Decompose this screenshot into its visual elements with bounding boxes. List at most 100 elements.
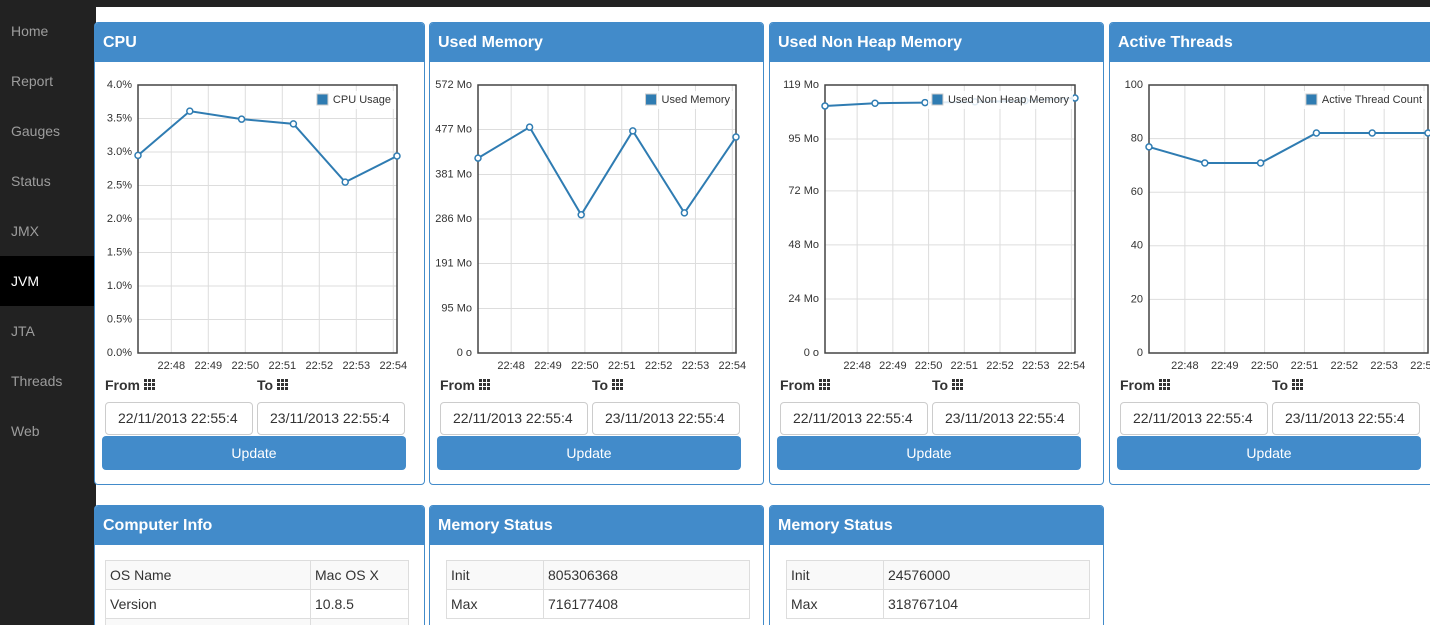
calendar-icon	[277, 379, 290, 391]
to-label: To	[932, 377, 965, 393]
calendar-icon	[144, 379, 156, 391]
table-cell: Mac OS X	[310, 560, 409, 590]
legend-bg	[641, 91, 734, 109]
y-tick-label: 72 Mo	[788, 185, 819, 197]
y-tick-label: 0 o	[804, 347, 819, 359]
x-tick-label: 22:48	[843, 360, 871, 372]
y-tick-label: 20	[1131, 293, 1143, 305]
to-label: To	[257, 377, 290, 393]
legend-swatch	[931, 93, 944, 106]
y-tick-label: 3.5%	[107, 112, 132, 124]
to-input[interactable]: 23/11/2013 22:55:4	[257, 402, 405, 435]
update-button[interactable]: Update	[777, 436, 1081, 470]
point	[1424, 129, 1430, 137]
nav-item[interactable]: JMX	[11, 223, 39, 239]
y-tick-label: 48 Mo	[788, 239, 819, 251]
from-label: From	[105, 377, 156, 393]
y-tick-label: 100	[1125, 79, 1143, 91]
nav-item[interactable]: Report	[11, 73, 54, 89]
point	[1201, 159, 1209, 167]
from-input[interactable]: 22/11/2013 22:55:4	[105, 402, 253, 435]
from-text: From	[105, 377, 140, 393]
point	[921, 98, 929, 107]
info-table: Init 24576000 Max 318767104	[786, 560, 1090, 619]
plot-frame	[137, 84, 398, 354]
point	[732, 133, 740, 141]
y-tick-label: 60	[1131, 186, 1143, 198]
from-input[interactable]: 22/11/2013 22:55:4	[780, 402, 928, 435]
table-cell: 805306368	[543, 560, 750, 590]
panel-title: Memory Status	[430, 506, 763, 545]
x-tick-label: 22:54	[380, 360, 408, 372]
panel-title: CPU	[95, 23, 424, 62]
update-button[interactable]: Update	[437, 436, 741, 470]
y-tick-label: 2.5%	[107, 179, 132, 191]
chart-panel: Active Threads 0 20 40 60 80 100 22:48 22:49 22:5…	[1109, 22, 1430, 485]
legend-label: Active Thread Count	[1322, 94, 1422, 106]
nav-item[interactable]: JTA	[11, 323, 35, 339]
nav-item[interactable]: Home	[11, 23, 49, 39]
panel-title: Memory Status	[770, 506, 1103, 545]
table-cell: Init	[786, 560, 884, 590]
table-cell: 24576000	[883, 560, 1090, 590]
series-line	[477, 125, 737, 217]
table-cell: Max	[446, 589, 544, 619]
point	[821, 102, 829, 110]
panel-title: Used Non Heap Memory	[770, 23, 1103, 62]
y-tick-label: 0.0%	[107, 347, 132, 359]
y-tick-label: 191 Mo	[435, 257, 472, 269]
nav-item[interactable]: Gauges	[11, 123, 61, 139]
legend-swatch	[645, 93, 658, 106]
x-tick-label: 22:54	[1058, 360, 1086, 372]
update-button[interactable]: Update	[102, 436, 406, 470]
x-tick-label: 22:48	[1171, 360, 1199, 372]
point	[186, 107, 194, 115]
to-input[interactable]: 23/11/2013 22:55:4	[592, 402, 740, 435]
point	[577, 211, 585, 219]
legend-bg	[312, 91, 395, 109]
table-row: OS Name Mac OS X	[105, 560, 409, 590]
to-input[interactable]: 23/11/2013 22:55:4	[932, 402, 1080, 435]
calendar-icon	[612, 379, 625, 391]
x-tick-label: 22:53	[1370, 360, 1398, 372]
legend: CPU Usage	[312, 91, 395, 109]
calendar-icon	[819, 379, 831, 391]
point	[289, 120, 298, 128]
table-cell	[105, 618, 311, 625]
legend: Active Thread Count	[1301, 91, 1426, 109]
y-tick-label: 95 Mo	[788, 133, 819, 145]
table-row: Init 24576000	[786, 560, 1090, 590]
chart-panel: Used Memory 0 o 95 Mo 191 Mo 286 Mo 381 Mo 477…	[429, 22, 764, 485]
x-tick-label: 22:48	[158, 360, 186, 372]
y-tick-label: 1.0%	[107, 280, 132, 292]
calendar-icon	[952, 379, 965, 391]
table-row: Version 10.8.5	[105, 589, 409, 619]
y-tick-label: 0 o	[457, 347, 472, 359]
x-tick-label: 22:48	[497, 360, 525, 372]
info-table: OS Name Mac OS X Version 10.8.5	[105, 560, 409, 625]
info-panel: Memory Status Init 24576000 Max 318767104	[769, 505, 1104, 625]
x-tick-label: 22:53	[682, 360, 710, 372]
nav-item[interactable]: Threads	[11, 373, 63, 389]
x-tick-label: 22:52	[1331, 360, 1359, 372]
from-input[interactable]: 22/11/2013 22:55:4	[440, 402, 588, 435]
nav-item[interactable]: Web	[11, 423, 40, 439]
x-tick-label: 22:53	[1022, 360, 1050, 372]
y-tick-label: 381 Mo	[435, 168, 472, 180]
nav-item[interactable]: Status	[11, 173, 51, 189]
to-input[interactable]: 23/11/2013 22:55:4	[1272, 402, 1420, 435]
legend: Used Memory	[641, 91, 734, 109]
nav-item[interactable]: JVM	[0, 256, 96, 306]
from-label: From	[1120, 377, 1171, 393]
update-button[interactable]: Update	[1117, 436, 1421, 470]
point	[629, 127, 637, 135]
from-input[interactable]: 22/11/2013 22:55:4	[1120, 402, 1268, 435]
point	[393, 152, 401, 160]
x-tick-label: 22:50	[232, 360, 260, 372]
table-cell: Version	[105, 589, 311, 619]
panel-title: Active Threads	[1110, 23, 1430, 62]
y-tick-label: 0.5%	[107, 313, 132, 325]
panel-title: Used Memory	[430, 23, 763, 62]
chart-panel: CPU 0.0% 0.5% 1.0% 1.5% 2.0% 2.5% 3.0% 3.5% 4.0% 2…	[94, 22, 425, 485]
panel-title: Computer Info	[95, 506, 424, 545]
